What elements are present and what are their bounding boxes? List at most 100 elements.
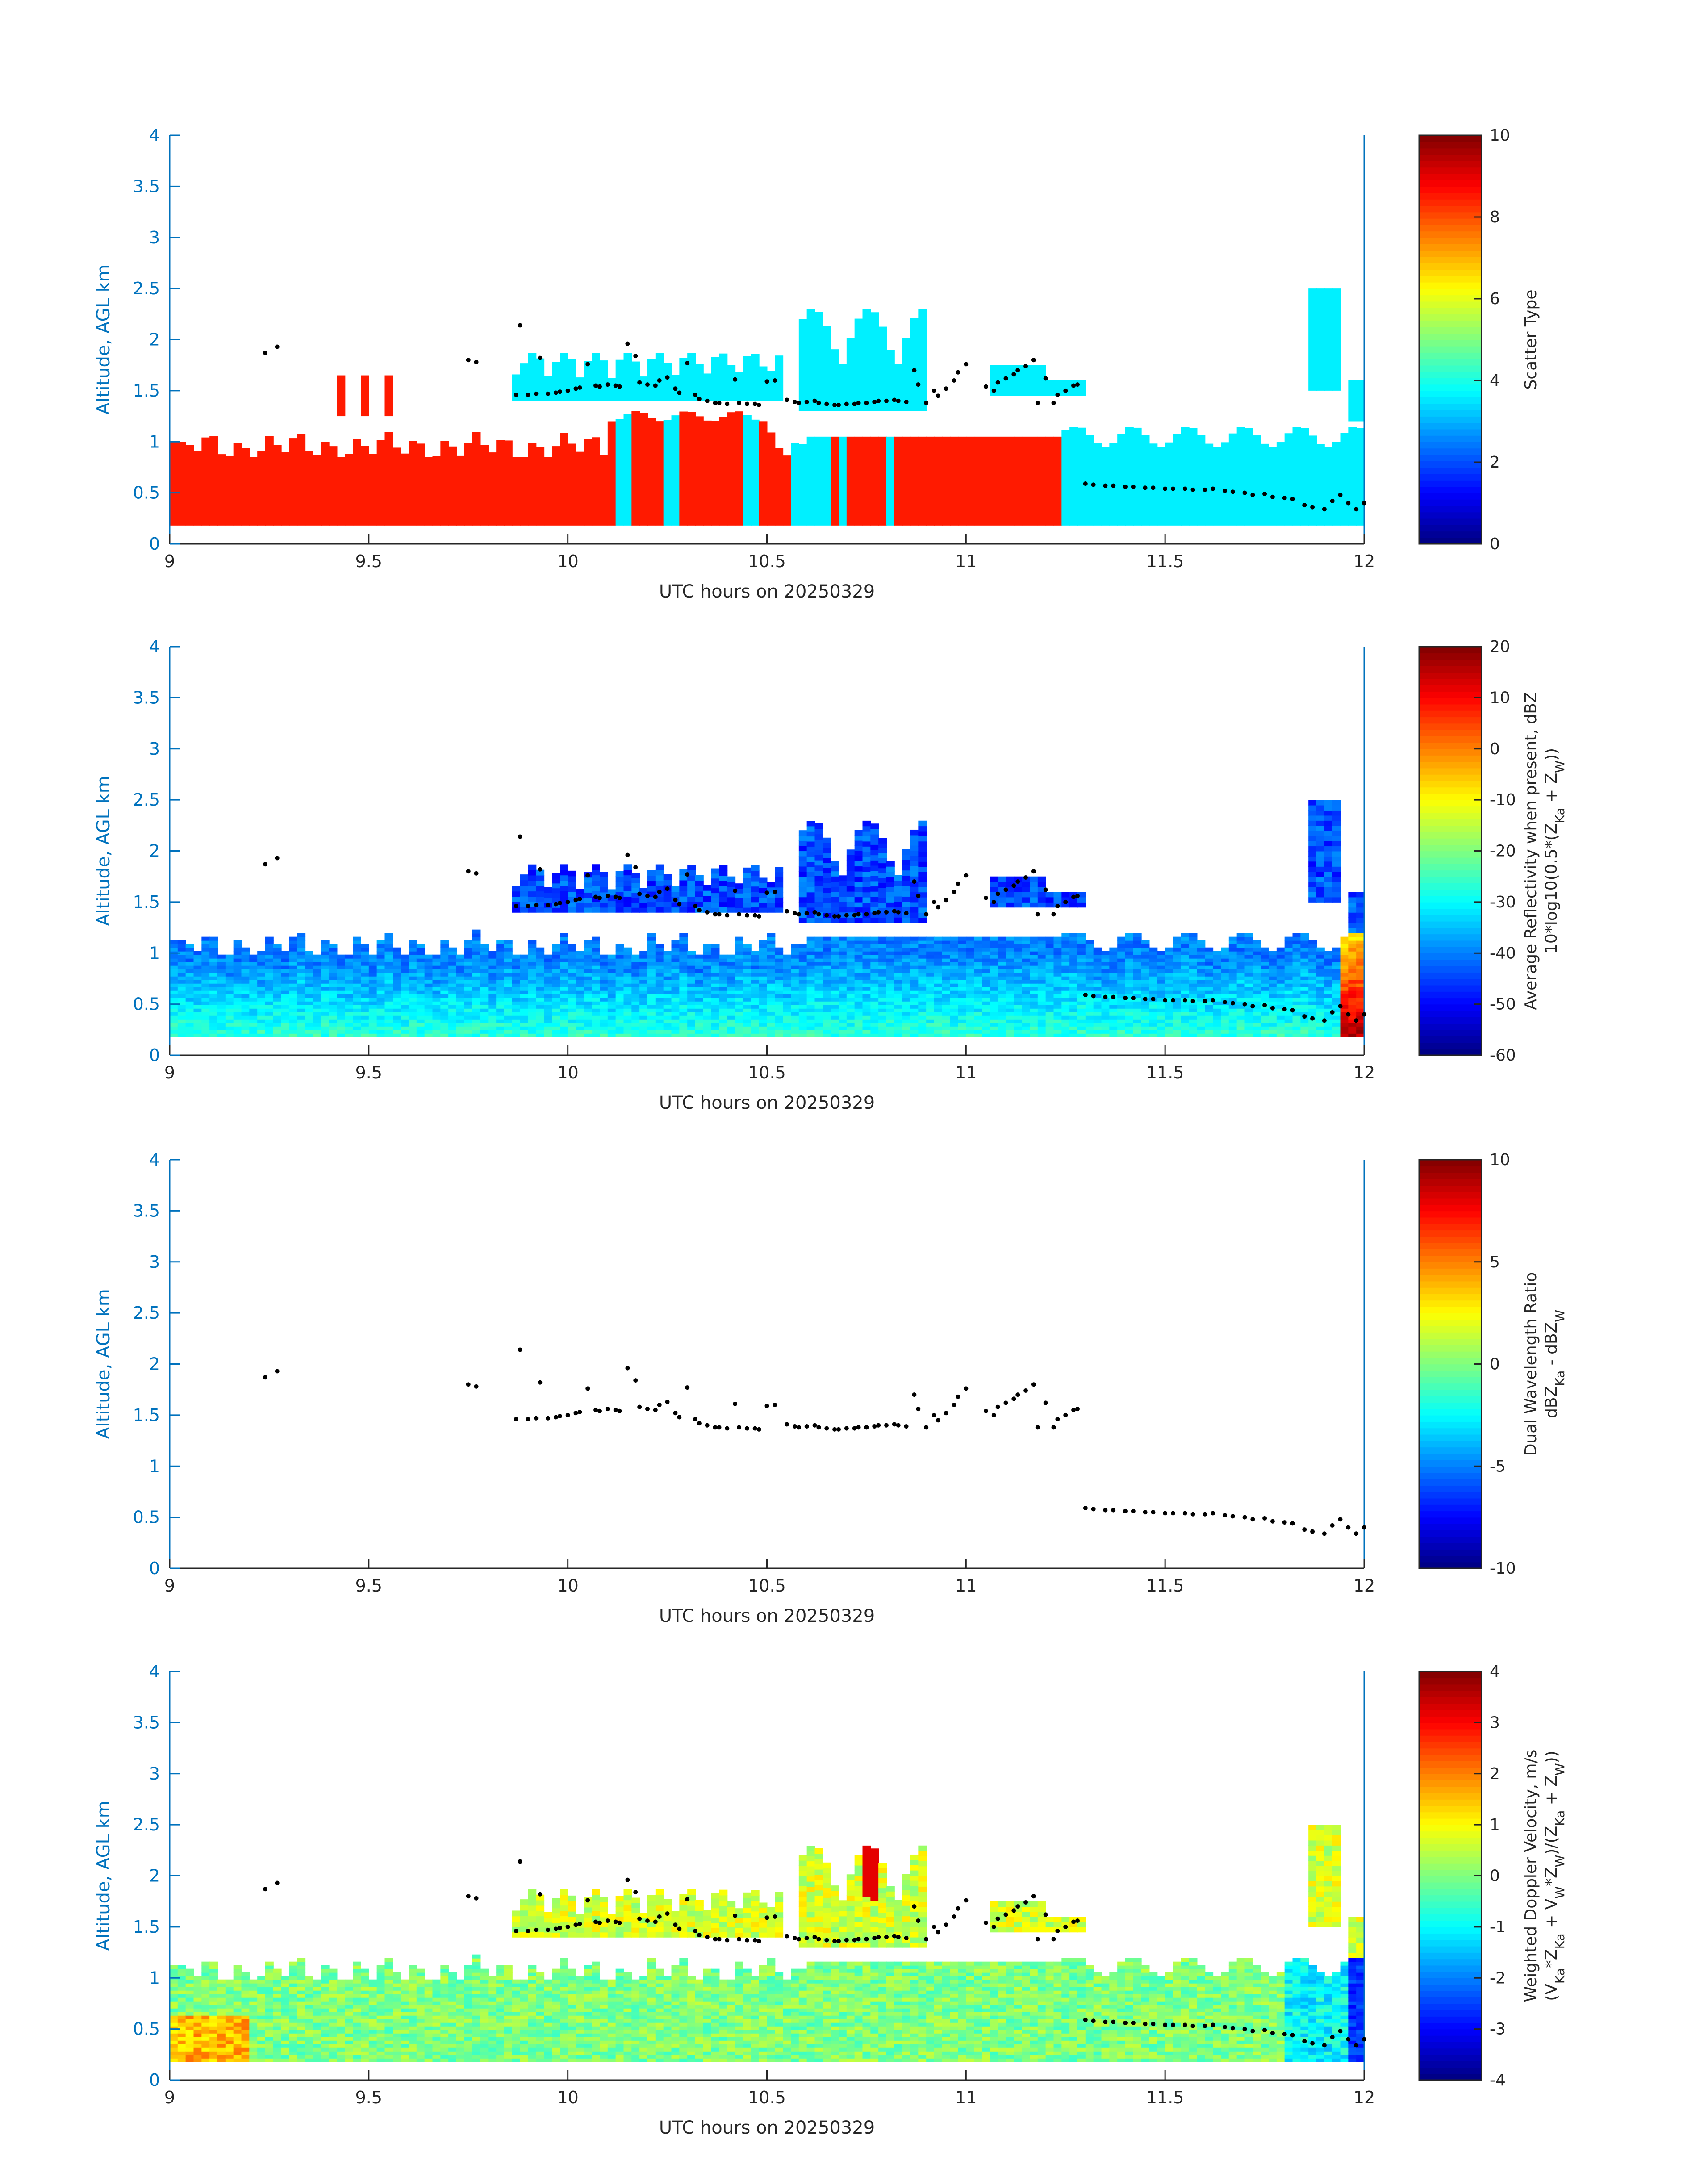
reflectivity-cell bbox=[870, 834, 879, 840]
reflectivity-cell bbox=[751, 1001, 760, 1005]
reflectivity-cell bbox=[1221, 994, 1229, 998]
reflectivity-cell bbox=[1125, 958, 1134, 962]
reflectivity-cell bbox=[679, 994, 688, 998]
reflectivity-cell bbox=[934, 1033, 943, 1037]
colorbar-step bbox=[1419, 493, 1482, 500]
reflectivity-cell bbox=[1173, 969, 1182, 973]
reflectivity-cell bbox=[839, 969, 847, 973]
reflectivity-cell bbox=[1332, 1001, 1341, 1005]
reflectivity-cell bbox=[345, 1033, 354, 1037]
reflectivity-cell bbox=[592, 1019, 600, 1023]
reflectivity-cell bbox=[1093, 1001, 1102, 1005]
reflectivity-cell bbox=[552, 986, 560, 991]
reflectivity-cell bbox=[982, 983, 990, 987]
reflectivity-cell bbox=[663, 1026, 672, 1030]
reflectivity-cell bbox=[1053, 892, 1062, 898]
reflectivity-cell bbox=[401, 1008, 409, 1012]
reflectivity-cell bbox=[384, 1029, 393, 1034]
reflectivity-cell bbox=[289, 947, 298, 952]
reflectivity-cell bbox=[703, 1019, 712, 1023]
reflectivity-cell bbox=[1014, 983, 1023, 987]
reflectivity-cell bbox=[1117, 1015, 1126, 1020]
reflectivity-cell bbox=[1133, 965, 1142, 969]
reflectivity-cell bbox=[560, 1011, 568, 1016]
reflectivity-cell bbox=[1269, 986, 1277, 991]
reflectivity-cell bbox=[910, 861, 919, 866]
colorbar-step bbox=[1419, 448, 1482, 455]
reflectivity-cell bbox=[1006, 1001, 1015, 1005]
reflectivity-cell bbox=[1332, 1033, 1341, 1037]
reflectivity-cell bbox=[1125, 969, 1134, 973]
reflectivity-cell bbox=[743, 872, 752, 878]
reflectivity-cell bbox=[1006, 940, 1015, 944]
reflectivity-cell bbox=[791, 969, 799, 973]
reflectivity-cell bbox=[958, 972, 967, 977]
reflectivity-cell bbox=[1006, 886, 1015, 892]
reflectivity-cell bbox=[265, 951, 274, 955]
reflectivity-cell bbox=[1133, 1019, 1142, 1023]
reflectivity-cell bbox=[711, 1001, 720, 1005]
reflectivity-cell bbox=[448, 969, 457, 973]
scatter-type-cell bbox=[576, 451, 585, 526]
reflectivity-cell bbox=[393, 976, 401, 980]
reflectivity-cell bbox=[416, 969, 425, 973]
reflectivity-cell bbox=[1101, 1004, 1110, 1009]
reflectivity-cell bbox=[496, 965, 505, 969]
reflectivity-cell bbox=[560, 875, 568, 881]
reflectivity-cell bbox=[1181, 961, 1190, 966]
reflectivity-cell bbox=[814, 954, 823, 959]
reflectivity-cell bbox=[201, 951, 210, 955]
cloud-base-point bbox=[693, 393, 697, 397]
reflectivity-cell bbox=[862, 907, 871, 913]
reflectivity-cell bbox=[982, 1022, 990, 1027]
colorbar-step bbox=[1419, 218, 1482, 225]
reflectivity-cell bbox=[1125, 936, 1134, 941]
reflectivity-cell bbox=[1117, 965, 1126, 969]
reflectivity-cell bbox=[568, 965, 576, 969]
reflectivity-cell bbox=[615, 891, 624, 898]
reflectivity-cell bbox=[806, 892, 815, 898]
reflectivity-cell bbox=[1109, 976, 1118, 980]
reflectivity-cell bbox=[798, 954, 807, 959]
reflectivity-cell bbox=[1181, 1029, 1190, 1034]
reflectivity-cell bbox=[1045, 979, 1054, 984]
reflectivity-cell bbox=[1069, 990, 1078, 994]
reflectivity-cell bbox=[862, 954, 871, 959]
reflectivity-cell bbox=[424, 983, 433, 987]
reflectivity-cell bbox=[185, 1033, 194, 1037]
reflectivity-cell bbox=[839, 951, 847, 955]
reflectivity-cell bbox=[998, 936, 1006, 941]
reflectivity-cell bbox=[544, 887, 552, 893]
reflectivity-cell bbox=[695, 990, 704, 994]
reflectivity-cell bbox=[735, 1015, 743, 1020]
reflectivity-cell bbox=[384, 954, 393, 959]
reflectivity-cell bbox=[1061, 986, 1070, 991]
reflectivity-cell bbox=[424, 1026, 433, 1030]
reflectivity-cell bbox=[767, 972, 776, 977]
reflectivity-cell bbox=[536, 891, 545, 897]
reflectivity-cell bbox=[910, 983, 919, 987]
reflectivity-cell bbox=[1093, 990, 1102, 994]
reflectivity-cell bbox=[878, 852, 887, 859]
reflectivity-cell bbox=[177, 986, 186, 991]
reflectivity-cell bbox=[663, 986, 672, 991]
reflectivity-cell bbox=[918, 886, 927, 893]
reflectivity-cell bbox=[823, 877, 831, 883]
reflectivity-cell bbox=[265, 969, 274, 973]
reflectivity-cell bbox=[607, 901, 616, 907]
reflectivity-cell bbox=[1316, 976, 1325, 980]
reflectivity-cell bbox=[480, 1019, 489, 1023]
reflectivity-cell bbox=[831, 965, 839, 969]
reflectivity-cell bbox=[528, 994, 537, 998]
reflectivity-cell bbox=[839, 896, 847, 902]
reflectivity-cell bbox=[1221, 976, 1229, 980]
reflectivity-cell bbox=[631, 902, 640, 908]
reflectivity-cell bbox=[416, 1019, 425, 1023]
reflectivity-cell bbox=[185, 1015, 194, 1020]
reflectivity-cell bbox=[1340, 994, 1349, 998]
reflectivity-cell bbox=[440, 954, 449, 959]
reflectivity-cell bbox=[560, 907, 568, 913]
scatter-type-cell bbox=[783, 455, 791, 526]
reflectivity-cell bbox=[1149, 951, 1158, 955]
reflectivity-cell bbox=[854, 845, 863, 851]
